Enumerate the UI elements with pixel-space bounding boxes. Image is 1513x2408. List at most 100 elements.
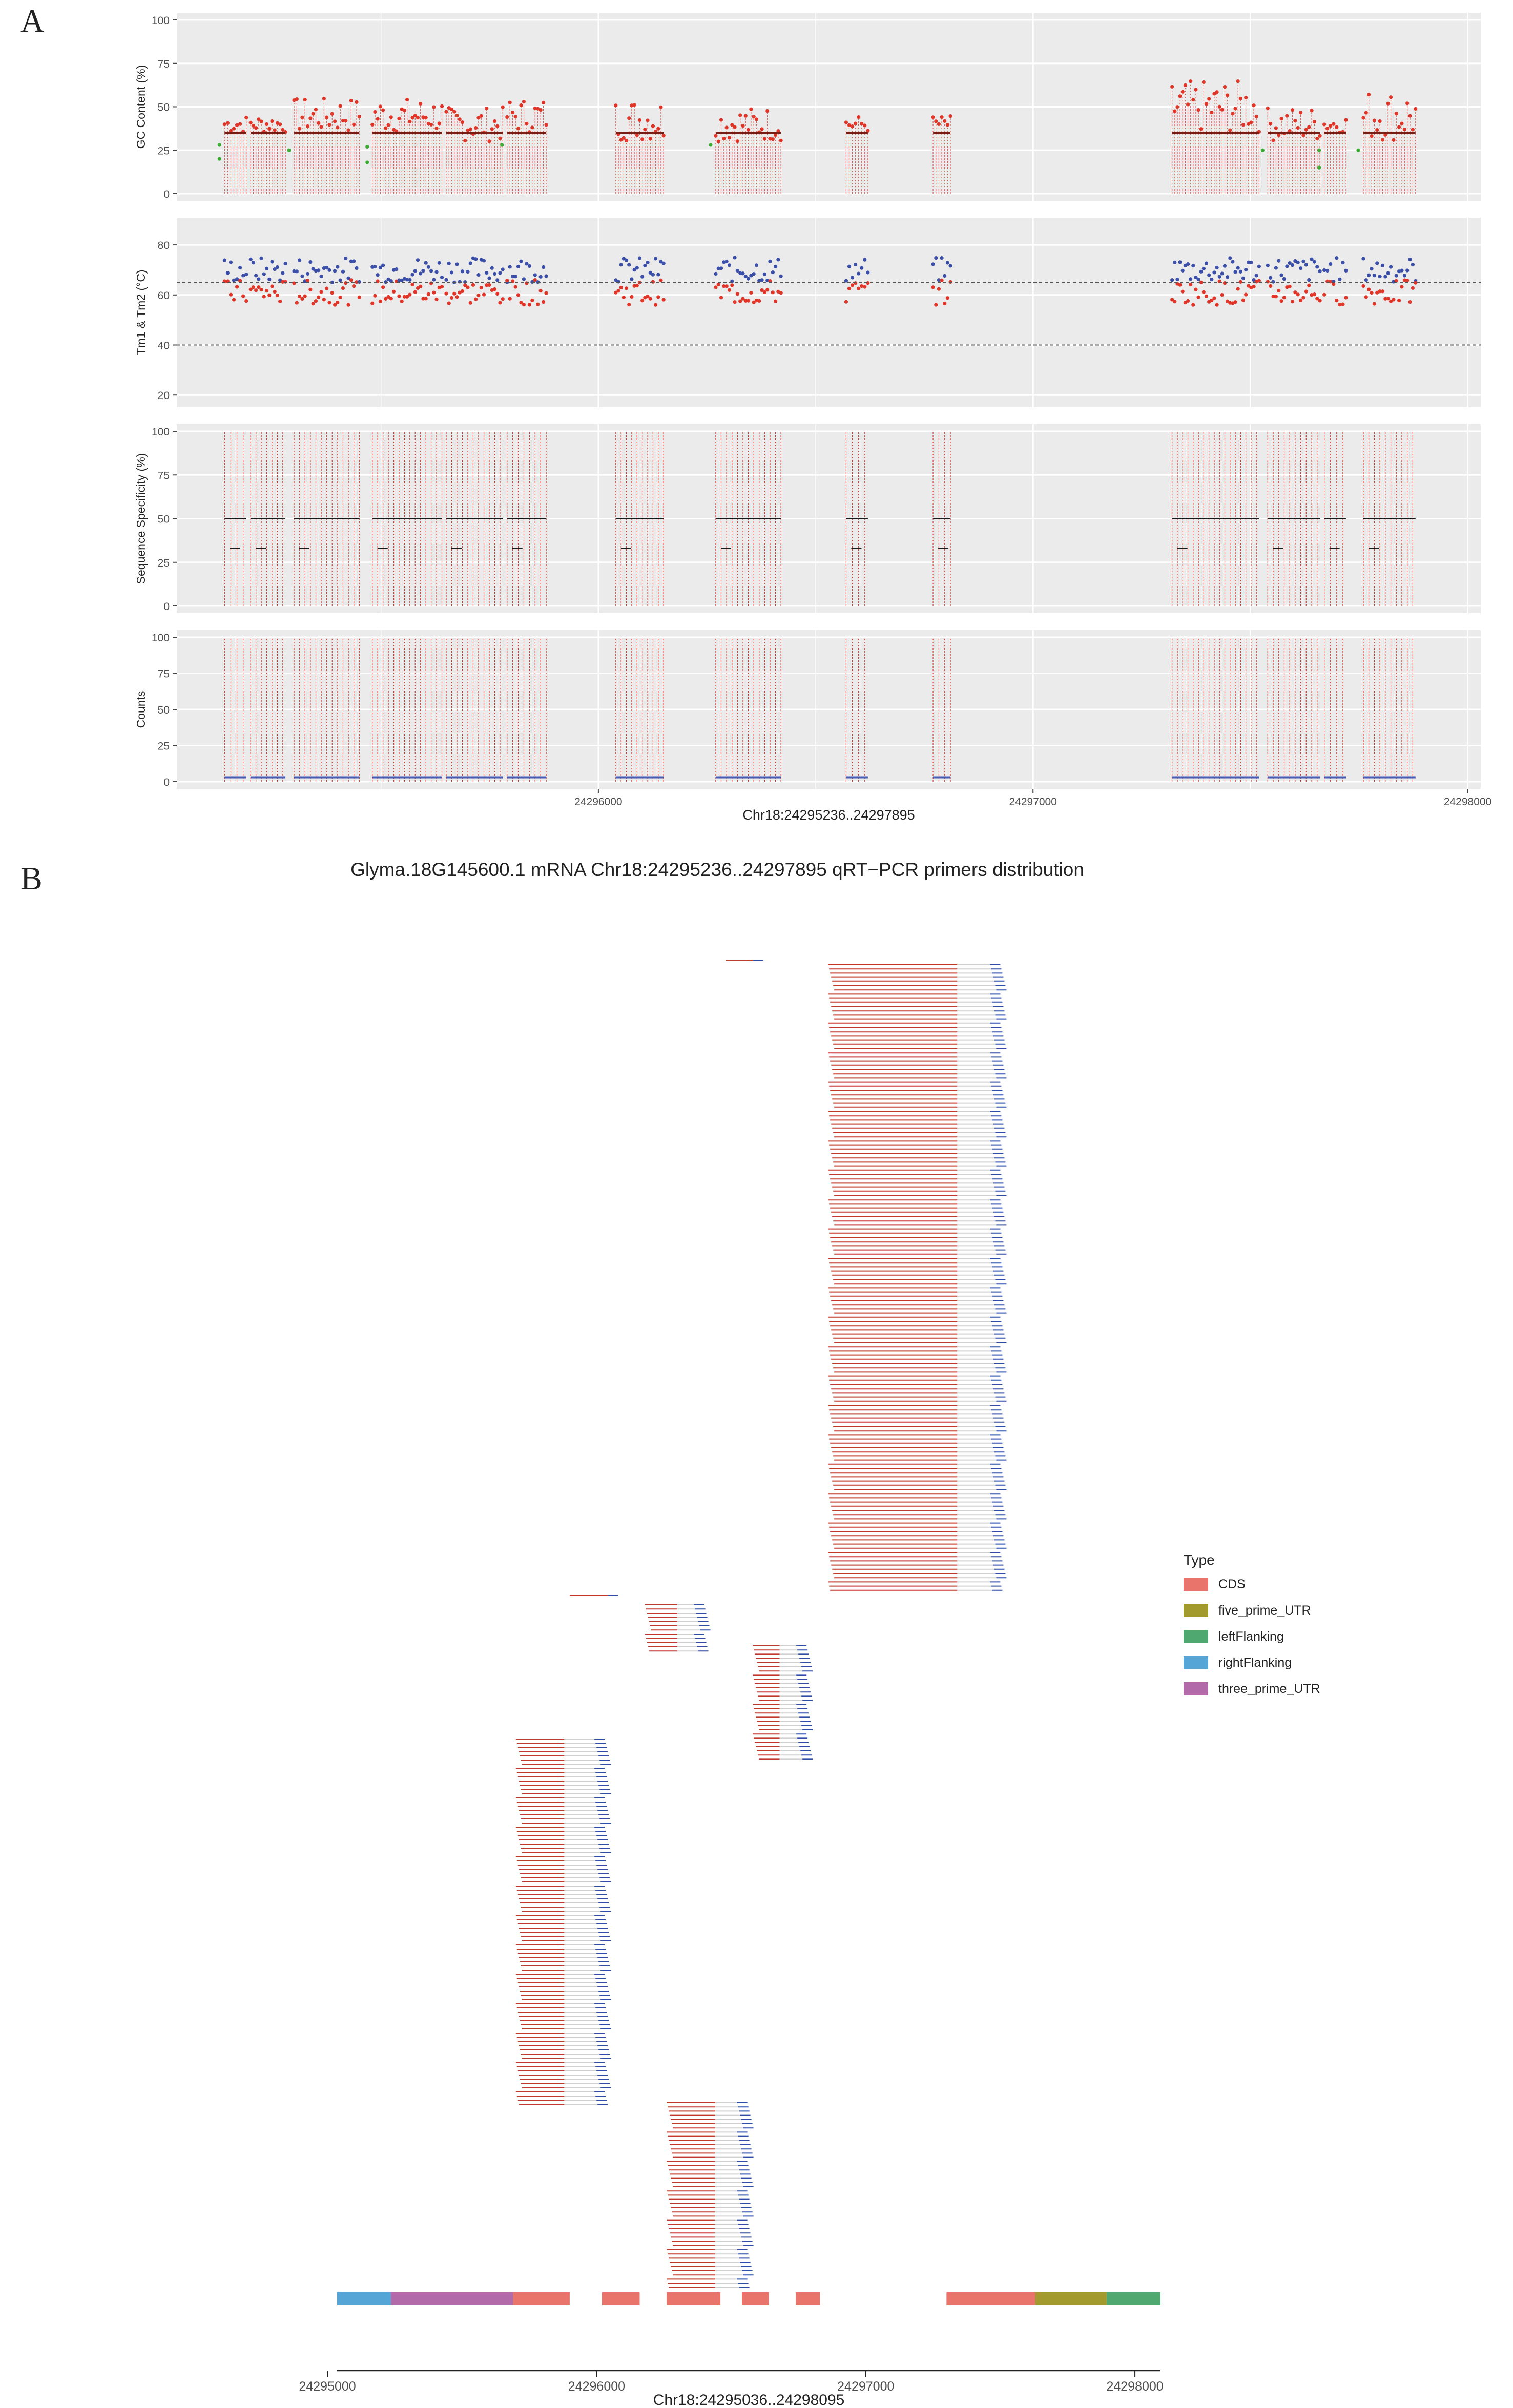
tm1-point (232, 278, 236, 282)
tm1-point (779, 274, 783, 278)
tm1-point (866, 270, 870, 275)
tm2-point (410, 282, 414, 287)
tm1-point (308, 260, 313, 264)
tm1-point (1307, 278, 1311, 282)
tm2-point (945, 296, 949, 300)
tm2-point (741, 297, 745, 301)
tm2-point (397, 294, 401, 298)
tm2-point (355, 280, 359, 284)
gc-point (854, 121, 858, 125)
tm2-point (765, 288, 770, 292)
tm2-point (460, 289, 465, 294)
tm2-point (516, 293, 521, 297)
tm2-point (434, 297, 439, 301)
tm1-point (419, 271, 423, 276)
tm2-point (527, 303, 531, 307)
tm1-point (408, 278, 412, 282)
tm2-point (1282, 296, 1287, 300)
gc-point (259, 119, 263, 123)
gc-point (344, 119, 348, 123)
gc-point (336, 125, 340, 130)
tm1-point (630, 277, 634, 281)
gc-point (722, 136, 726, 141)
gc-point (743, 114, 748, 118)
gc-point (857, 115, 861, 119)
gc-point (238, 122, 242, 126)
tm1-point (1293, 259, 1297, 263)
tm2-point (857, 286, 861, 290)
tm2-point (1299, 298, 1303, 302)
tm2-point (1304, 289, 1308, 294)
tm1-point (1180, 268, 1185, 273)
gc-point (295, 97, 299, 101)
tm2-point (455, 295, 459, 299)
gc-point (322, 96, 326, 101)
tm1-point (1400, 268, 1404, 273)
gc-point (330, 112, 334, 116)
tm2-point (530, 298, 534, 303)
tm1-point (632, 268, 636, 272)
tm2-point (408, 292, 412, 297)
tm1-point (1318, 269, 1322, 274)
tm2-point (1372, 302, 1376, 306)
gc-point (648, 137, 652, 141)
gc-point (1312, 120, 1317, 124)
tm2-point (254, 288, 258, 292)
tm1-point (1226, 275, 1230, 279)
gc-point (1414, 107, 1418, 111)
gc-point (1274, 126, 1278, 130)
gc-point (727, 136, 732, 140)
tm1-point (945, 261, 949, 265)
gc-point (416, 115, 420, 120)
tm1-point (1338, 277, 1342, 281)
gc-point (741, 124, 745, 128)
gc-low-point (1260, 148, 1265, 152)
tm1-point (1386, 271, 1390, 275)
gc-low-point (1317, 148, 1321, 152)
tm2-point (1408, 300, 1412, 304)
gc-point (1191, 98, 1195, 102)
tm1-point (948, 264, 952, 268)
tm2-point (1271, 294, 1275, 299)
gc-point (308, 116, 313, 120)
y-tick-label: 0 (163, 189, 170, 200)
tm2-point (738, 299, 742, 303)
legend-swatch (1184, 1682, 1208, 1695)
gc-point (444, 110, 448, 114)
tm1-point (1186, 262, 1190, 266)
tm1-point (1191, 264, 1195, 268)
tm2-point (1252, 284, 1256, 289)
x-tick-label: 24296000 (568, 2379, 625, 2394)
tm1-point (1228, 256, 1232, 260)
tm1-point (727, 263, 732, 267)
tm2-point (860, 284, 864, 288)
feature-three_prime_UTR (391, 2292, 513, 2305)
tm1-point (661, 261, 666, 265)
tm2-point (1257, 279, 1261, 283)
gc-point (1388, 95, 1393, 99)
tm2-point (1170, 298, 1174, 302)
gc-point (724, 125, 729, 130)
tm1-point (1394, 274, 1398, 278)
tm1-point (1312, 260, 1317, 264)
gc-low-point (1356, 148, 1360, 152)
gc-point (229, 129, 233, 133)
tm2-point (722, 284, 726, 288)
tm2-point (476, 293, 481, 298)
tm1-point (278, 278, 282, 282)
tm1-point (416, 258, 420, 262)
gc-point (1236, 79, 1240, 83)
tm1-point (653, 257, 658, 261)
panel-b-title: Glyma.18G145600.1 mRNA Chr18:24295236..2… (350, 859, 1084, 880)
gc-point (1231, 112, 1235, 116)
tm1-point (1361, 257, 1365, 261)
gc-point (232, 127, 236, 131)
tm2-point (1288, 284, 1292, 288)
tm1-point (854, 262, 858, 267)
tm1-point (614, 278, 618, 282)
gc-point (346, 128, 350, 132)
gc-point (760, 127, 764, 131)
tm1-point (1271, 280, 1275, 284)
tm2-point (1394, 279, 1398, 283)
